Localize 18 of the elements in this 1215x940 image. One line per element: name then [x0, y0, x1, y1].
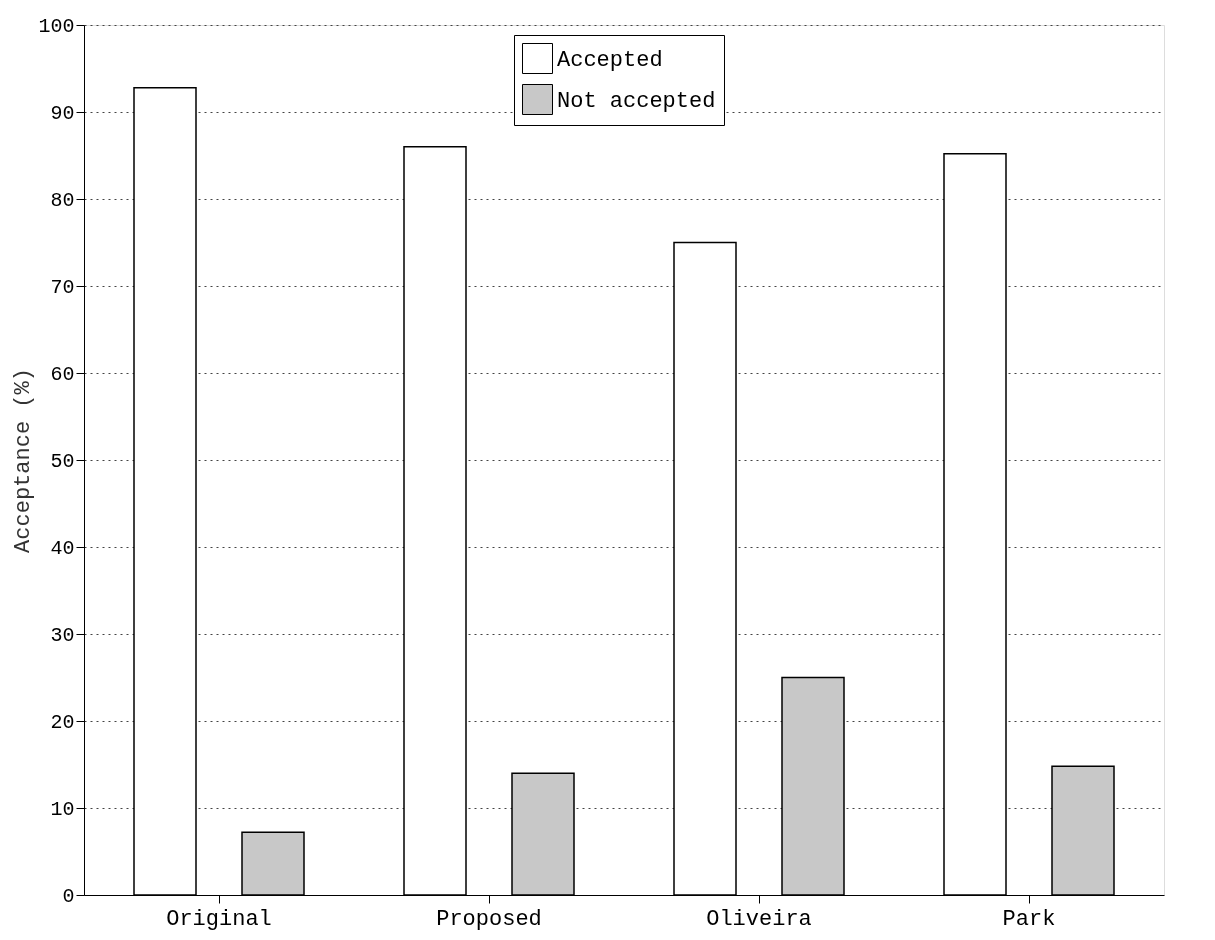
legend-label: Accepted: [557, 47, 663, 73]
y-tick-label: 90: [50, 101, 75, 125]
y-tick-label: 70: [50, 275, 75, 299]
y-tick-label: 10: [50, 797, 75, 821]
y-tick-label: 40: [50, 536, 75, 560]
y-tick-label: 100: [38, 14, 75, 38]
y-tick-label: 50: [50, 449, 75, 473]
y-tick-label: 20: [50, 710, 75, 734]
x-tick-label: Original: [166, 906, 272, 932]
x-tick-label: Proposed: [436, 906, 542, 932]
y-tick-label: 0: [62, 884, 75, 908]
y-tick-label: 60: [50, 362, 75, 386]
y-axis-title: Acceptance (%): [11, 368, 37, 553]
x-tick-label: Park: [1002, 906, 1056, 932]
y-tick-label: 80: [50, 188, 75, 212]
x-tick-label: Oliveira: [706, 906, 812, 932]
legend-label: Not accepted: [557, 88, 716, 114]
y-tick-label: 30: [50, 623, 75, 647]
